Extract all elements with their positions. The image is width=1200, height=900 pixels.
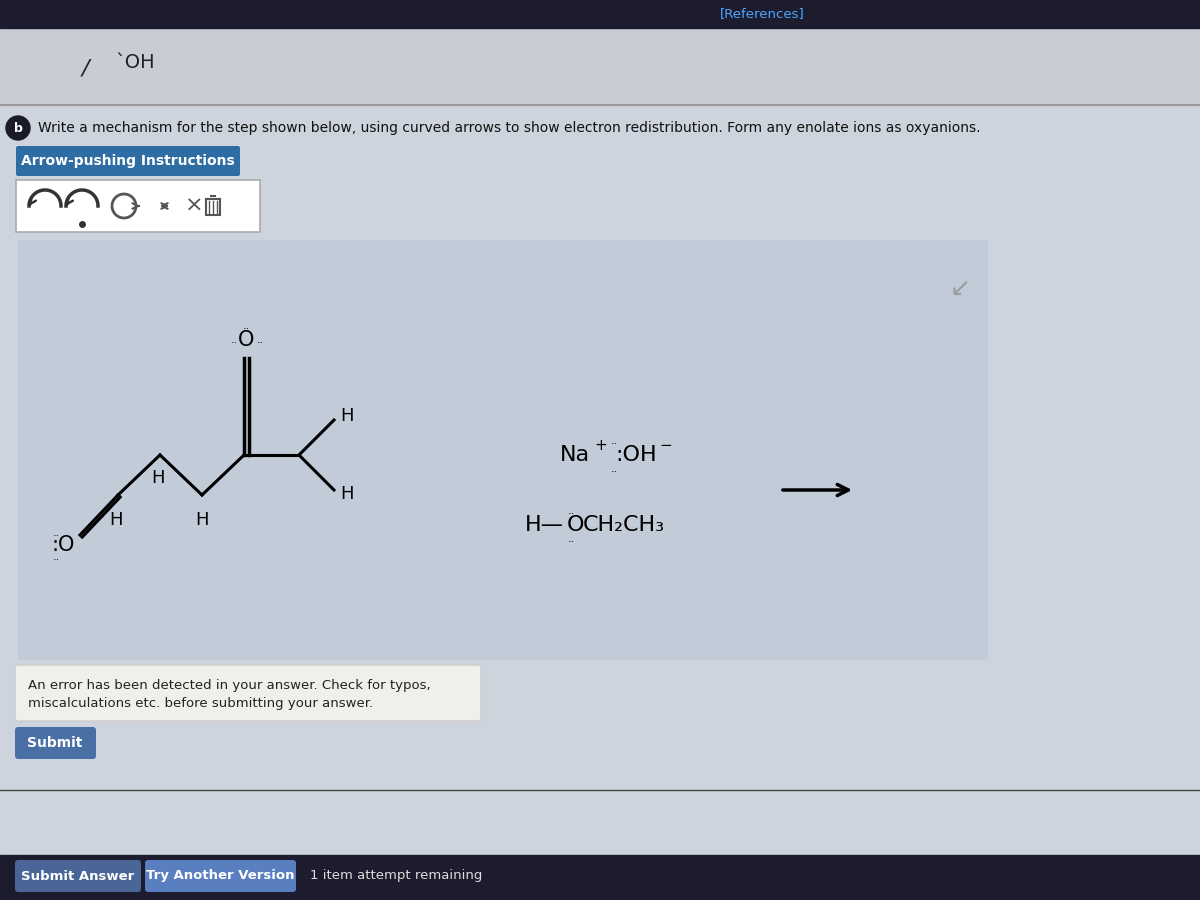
Text: O: O — [568, 515, 584, 535]
Text: [References]: [References] — [720, 7, 805, 21]
Bar — [0, 855, 1200, 900]
Text: Submit Answer: Submit Answer — [22, 869, 134, 883]
Text: ..: .. — [257, 335, 264, 345]
Text: H—: H— — [526, 515, 564, 535]
Bar — [206, 199, 220, 215]
Text: O: O — [238, 330, 254, 350]
Text: ..: .. — [568, 534, 575, 544]
Text: 1 item attempt remaining: 1 item attempt remaining — [310, 869, 482, 883]
Text: H: H — [109, 511, 122, 529]
FancyBboxPatch shape — [145, 860, 296, 892]
Text: ↙: ↙ — [949, 278, 971, 302]
FancyBboxPatch shape — [14, 860, 142, 892]
Text: `OH: `OH — [115, 52, 155, 71]
Text: −: − — [659, 437, 672, 453]
Text: ..: .. — [53, 552, 60, 562]
FancyBboxPatch shape — [16, 146, 240, 176]
Text: +: + — [594, 437, 607, 453]
Text: ..: .. — [611, 464, 618, 474]
Bar — [0, 0, 1200, 28]
Text: ×: × — [185, 196, 203, 216]
Circle shape — [6, 116, 30, 140]
Text: ..: .. — [568, 506, 575, 516]
Text: ..: .. — [53, 528, 60, 538]
Text: ..: .. — [242, 321, 250, 331]
Text: :OH: :OH — [616, 445, 656, 465]
Text: Na: Na — [560, 445, 590, 465]
Text: ..: .. — [611, 436, 618, 446]
Text: miscalculations etc. before submitting your answer.: miscalculations etc. before submitting y… — [28, 697, 373, 709]
Text: /: / — [82, 58, 89, 78]
FancyBboxPatch shape — [14, 665, 481, 721]
Text: ..: .. — [230, 335, 238, 345]
Text: CH₂CH₃: CH₂CH₃ — [583, 515, 665, 535]
FancyBboxPatch shape — [14, 727, 96, 759]
Text: Submit: Submit — [28, 736, 83, 750]
Text: H: H — [196, 511, 209, 529]
Text: Arrow-pushing Instructions: Arrow-pushing Instructions — [22, 154, 235, 168]
Text: Write a mechanism for the step shown below, using curved arrows to show electron: Write a mechanism for the step shown bel… — [38, 121, 980, 135]
Bar — [18, 240, 988, 660]
Text: An error has been detected in your answer. Check for typos,: An error has been detected in your answe… — [28, 679, 431, 691]
Bar — [0, 28, 1200, 105]
Text: H: H — [340, 485, 354, 503]
Text: b: b — [13, 122, 23, 134]
Text: :O: :O — [52, 535, 76, 555]
Text: H: H — [151, 469, 164, 487]
Bar — [0, 105, 1200, 855]
Text: Try Another Version: Try Another Version — [145, 869, 294, 883]
Text: H: H — [340, 407, 354, 425]
FancyBboxPatch shape — [16, 180, 260, 232]
